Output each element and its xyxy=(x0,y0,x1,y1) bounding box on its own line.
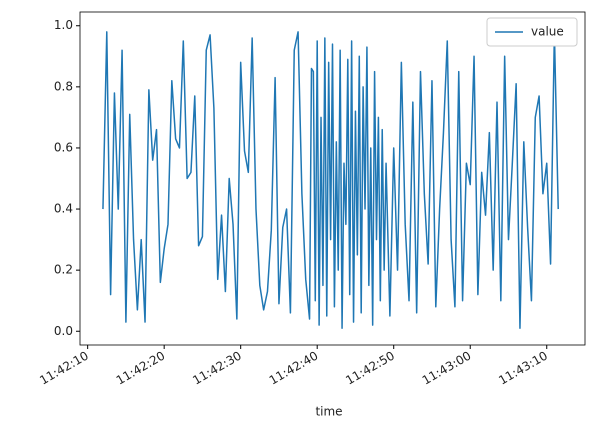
x-tick-label: 11:42:40 xyxy=(267,349,321,388)
y-tick-label: 0.8 xyxy=(54,79,73,93)
plot-area xyxy=(79,11,586,346)
x-tick-label: 11:42:50 xyxy=(343,349,397,388)
y-tick-label: 0.6 xyxy=(54,140,73,154)
line xyxy=(102,31,559,329)
x-axis-label: time xyxy=(315,405,342,419)
x-tick-label: 11:43:10 xyxy=(496,349,550,388)
legend-box xyxy=(486,17,578,47)
y-tick-label: 1.0 xyxy=(54,18,73,32)
y-tick-label: 0.0 xyxy=(54,324,73,338)
legend-label: value xyxy=(531,25,564,39)
x-tick-label: 11:42:10 xyxy=(37,349,91,388)
y-tick-label: 0.2 xyxy=(54,263,73,277)
x-tick-label: 11:43:00 xyxy=(420,349,474,388)
y-tick-label: 0.4 xyxy=(54,202,73,216)
x-tick-label: 11:42:30 xyxy=(190,349,244,388)
x-tick-label: 11:42:20 xyxy=(114,349,168,388)
